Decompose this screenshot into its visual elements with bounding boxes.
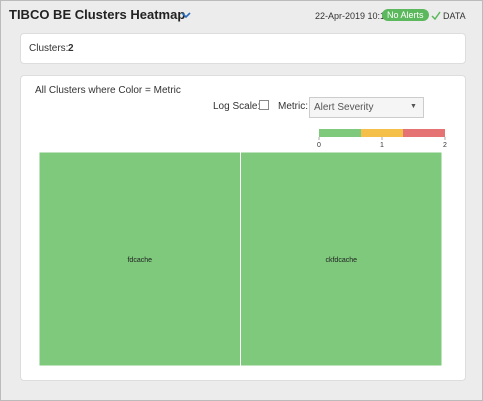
- heatmap-cell: [38, 151, 241, 367]
- timestamp: 22-Apr-2019 10:11: [315, 11, 390, 21]
- color-scale-label: 0: [317, 142, 321, 149]
- color-scale-segment: [361, 129, 403, 137]
- data-label: DATA: [443, 11, 466, 21]
- metric-label: Metric:: [278, 101, 308, 112]
- color-scale-segment: [403, 129, 445, 137]
- metric-dropdown[interactable]: Alert Severity ▼: [309, 97, 424, 118]
- color-scale-segment: [319, 129, 361, 137]
- title-dropdown-icon[interactable]: [181, 12, 191, 20]
- alert-badge: No Alerts: [382, 9, 429, 21]
- cell-label: ckfdcache: [325, 257, 357, 264]
- data-check-icon: [431, 11, 441, 20]
- log-scale-checkbox[interactable]: [259, 100, 269, 110]
- color-scale-label: 1: [380, 142, 384, 149]
- dropdown-arrow: ▼: [410, 103, 417, 110]
- summary-card: Clusters: 2: [20, 33, 466, 64]
- heatmap: 0 1 2 fdcache ckfdcache: [38, 129, 447, 367]
- metric-value: Alert Severity: [314, 102, 374, 113]
- heatmap-card: All Clusters where Color = Metric Log Sc…: [20, 75, 466, 381]
- cell-label: fdcache: [127, 257, 152, 264]
- log-scale-label: Log Scale:: [213, 101, 261, 112]
- summary-label: Clusters:: [29, 43, 69, 54]
- page-title: TIBCO BE Clusters Heatmap: [9, 7, 186, 22]
- summary-value: 2: [68, 43, 74, 54]
- heatmap-title: All Clusters where Color = Metric: [35, 85, 181, 96]
- color-scale-label: 2: [443, 142, 447, 149]
- heatmap-cell: [240, 151, 443, 367]
